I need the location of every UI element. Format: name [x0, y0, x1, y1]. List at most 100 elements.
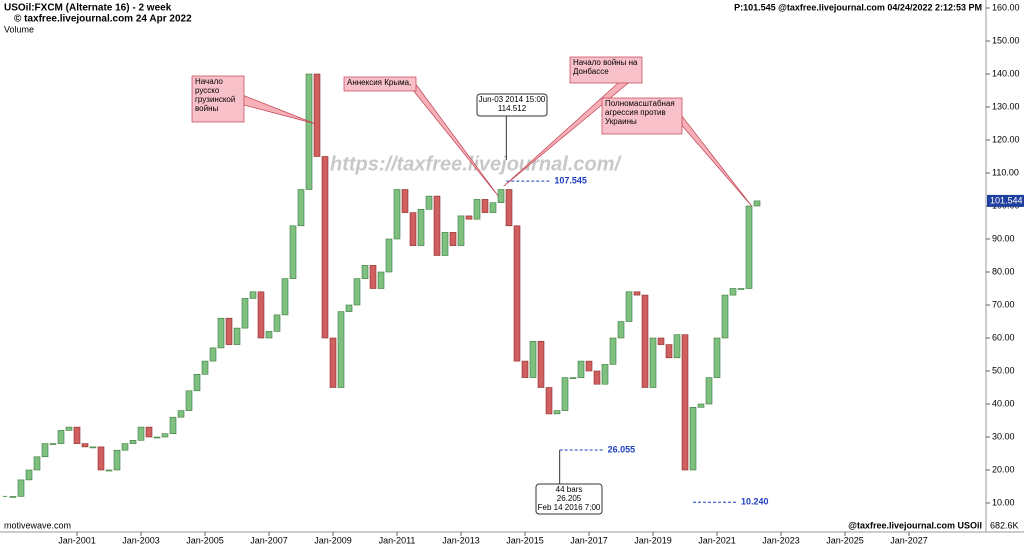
candle: [313, 73, 321, 157]
candle: [161, 433, 169, 438]
candle: [129, 439, 137, 444]
y-tick-label: 50.00: [992, 365, 1015, 375]
footer-right: @taxfree.livejournal.com USOil: [848, 520, 982, 530]
candle: [465, 215, 473, 220]
candle: [505, 189, 513, 227]
callout-text: агрессия против: [605, 108, 666, 117]
callout-text: грузинской: [195, 95, 235, 104]
candle: [633, 291, 641, 296]
candle: [433, 195, 441, 256]
current-price: 101.544: [990, 195, 1023, 205]
candle: [17, 479, 25, 497]
candle: [201, 360, 209, 375]
candle: [169, 416, 177, 435]
candle: [105, 469, 113, 472]
candle: [409, 212, 417, 246]
y-tick-label: 110.00: [992, 167, 1019, 177]
candle: [529, 340, 537, 378]
candle: [729, 288, 737, 296]
candle: [81, 443, 89, 448]
candle: [225, 317, 233, 345]
chart-title: USOil:FXCM (Alternate 16) - 2 week: [4, 3, 172, 14]
candle: [273, 314, 281, 332]
x-tick-label: Jan-2009: [314, 535, 352, 545]
candle: [681, 334, 689, 471]
y-tick-label: 160.00: [992, 2, 1020, 12]
candle: [513, 225, 521, 362]
candle: [569, 377, 577, 379]
footer-left: motivewave.com: [4, 520, 71, 530]
x-tick-label: Jan-2021: [698, 535, 736, 545]
tooltip-text: Feb 14 2016 7:00: [538, 503, 601, 512]
candle: [289, 225, 297, 279]
candle: [97, 446, 105, 471]
candle: [737, 288, 745, 290]
candle: [393, 189, 401, 240]
x-tick-label: Jan-2011: [379, 535, 416, 545]
candle: [385, 238, 393, 273]
candle: [177, 410, 185, 418]
tooltip-text: Jun-03 2014 15:00: [479, 95, 546, 104]
chart-subtitle: © taxfree.livejournal.com 24 Apr 2022: [14, 14, 192, 25]
candle: [657, 337, 665, 345]
candle: [281, 278, 289, 316]
candle: [489, 202, 497, 213]
candle: [113, 449, 121, 471]
candle: [617, 321, 625, 339]
candle: [593, 370, 601, 385]
callout-text: войны: [195, 104, 218, 113]
candle: [65, 426, 73, 431]
candle: [73, 426, 81, 444]
candle: [329, 337, 337, 388]
candle: [521, 360, 529, 378]
callout-text: Аннексия Крыма,: [347, 78, 411, 87]
candle: [401, 189, 409, 213]
callout-text: Начало войны на: [573, 58, 638, 67]
candle: [641, 294, 649, 388]
x-tick-label: Jan-2023: [762, 535, 800, 545]
callout-text: Донбассе: [573, 67, 609, 76]
candle: [33, 456, 41, 471]
candle: [673, 334, 681, 359]
candle: [25, 469, 33, 481]
candle: [553, 410, 561, 415]
candle: [249, 291, 257, 299]
candle: [577, 360, 585, 378]
y-tick-label: 70.00: [992, 299, 1015, 309]
candle: [41, 443, 49, 458]
candle: [545, 387, 553, 415]
candle: [585, 360, 593, 372]
level-label: 10.240: [741, 497, 769, 507]
candle: [193, 373, 201, 392]
y-tick-label: 60.00: [992, 332, 1015, 342]
y-tick-label: 140.00: [992, 68, 1020, 78]
candle: [481, 199, 489, 213]
candle: [689, 406, 697, 471]
callout: [343, 76, 417, 92]
candle: [217, 317, 225, 349]
y-tick-label: 150.00: [992, 35, 1020, 45]
callout: [601, 97, 683, 135]
callout-text: русско: [195, 86, 220, 95]
y-tick-label: 80.00: [992, 266, 1015, 276]
candle: [473, 199, 481, 220]
candle: [609, 337, 617, 365]
candle: [89, 446, 97, 449]
level-label: 26.055: [608, 444, 636, 454]
x-tick-label: Jan-2005: [186, 535, 224, 545]
callout-text: Начало: [195, 77, 223, 86]
callout-text: Украины: [605, 117, 637, 126]
candle: [625, 291, 633, 322]
callout: [191, 75, 245, 123]
x-tick-label: Jan-2019: [634, 535, 672, 545]
x-tick-label: Jan-2007: [250, 535, 288, 545]
candle: [753, 200, 761, 207]
candle: [353, 278, 361, 306]
candle: [449, 232, 457, 246]
candle: [121, 443, 129, 451]
candle: [369, 265, 377, 289]
tooltip-text: 26.205: [557, 494, 582, 503]
x-tick-label: Jan-2013: [442, 535, 480, 545]
tooltip-text: 44 bars: [556, 485, 583, 494]
